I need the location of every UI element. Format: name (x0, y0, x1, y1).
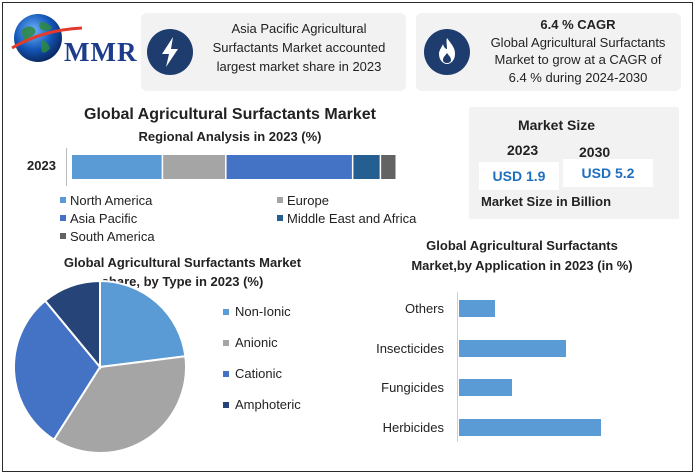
card1-line: largest market share in 2023 (216, 59, 382, 74)
card2-line: 6.4 % during 2024-2030 (508, 69, 648, 85)
bar-label-others: Others (404, 301, 444, 316)
pie-slice-non-ionic (99, 280, 187, 369)
card2-line: Market to grow at a CAGR of (494, 52, 662, 67)
market-size-value-2030: USD 5.2 (563, 159, 653, 187)
bar-others (459, 300, 495, 317)
pie-slice-amphoteric (43, 280, 101, 370)
market-size-year-2023: 2023 (507, 142, 539, 158)
application-title: Global Agricultural Surfactants Market,b… (372, 236, 672, 276)
cagr-title: 6.4 % CAGR (540, 17, 616, 32)
regional-segment-south-america (381, 155, 396, 179)
bar-herbicides (459, 418, 602, 436)
legend-south-america: South America (70, 229, 155, 244)
application-title-line1: Global Agricultural Surfactants (426, 238, 618, 253)
card1-line: Surfactants Market accounted (212, 40, 386, 55)
regional-title: Global Agricultural Surfactants Market (84, 106, 376, 123)
legend-swatch-south-america (60, 233, 66, 239)
legend-non-ionic: Non-Ionic (235, 304, 291, 319)
application-title-line2: Market,by Application in 2023 (in %) (411, 258, 633, 273)
legend-swatch-north-america (60, 197, 66, 203)
regional-stacked-bar (72, 155, 396, 179)
legend-cationic: Cationic (235, 366, 282, 381)
legend-anionic: Anionic (235, 335, 278, 350)
regional-year-label: 2023 (27, 158, 56, 173)
legend-asia-pacific: Asia Pacific (70, 211, 138, 226)
flame-icon (424, 29, 470, 75)
market-size-year-2030: 2030 (579, 144, 611, 160)
bar-label-herbicides: Herbicides (382, 419, 444, 435)
card1-line: Asia Pacific Agricultural (231, 21, 367, 36)
regional-subtitle: Regional Analysis in 2023 (%) (138, 129, 322, 144)
legend-swatch-cationic (223, 371, 229, 377)
legend-swatch-anionic (223, 340, 229, 346)
type-pie-chart (13, 280, 187, 454)
regional-segment-asia-pacific (226, 155, 352, 179)
application-axis-line (457, 292, 458, 442)
pie-slice-cationic (13, 299, 102, 441)
pie-slice-anionic (52, 355, 187, 454)
lightning-icon (147, 29, 193, 75)
regional-segment-north-america (72, 155, 162, 179)
type-share-title: Global Agricultural Surfactants Market s… (40, 253, 325, 291)
market-size-value-2023: USD 1.9 (479, 162, 559, 190)
bar-insecticides (459, 339, 566, 357)
legend-europe: Europe (287, 193, 329, 208)
card2-line: Global Agricultural Surfactants (490, 34, 666, 50)
regional-axis-line (66, 148, 67, 186)
legend-swatch-non-ionic (223, 309, 229, 315)
market-size-title: Market Size (517, 117, 596, 133)
legend-amphoteric: Amphoteric (235, 397, 301, 412)
type-share-title-line1: Global Agricultural Surfactants Market (63, 255, 302, 270)
card2-text: 6.4 % CAGR Global Agricultural Surfactan… (478, 16, 678, 86)
legend-north-america: North America (70, 193, 153, 208)
market-size-footer: Market Size in Billion (481, 194, 612, 209)
card1-text: Asia Pacific Agricultural Surfactants Ma… (199, 19, 399, 76)
legend-swatch-asia-pacific (60, 215, 66, 221)
regional-segment-middle-east-and-africa (353, 155, 380, 179)
legend-swatch-europe (277, 197, 283, 203)
asia-pacific-card: Asia Pacific Agricultural Surfactants Ma… (141, 13, 406, 91)
legend-swatch-amphoteric (223, 402, 229, 408)
bar-fungicides (459, 379, 513, 396)
legend-mea: Middle East and Africa (287, 211, 417, 226)
cagr-card: 6.4 % CAGR Global Agricultural Surfactan… (416, 13, 681, 91)
legend-swatch-mea (277, 215, 283, 221)
globe-icon (11, 14, 83, 62)
infographic-frame (2, 2, 693, 472)
type-share-title-line2: share, by Type in 2023 (%) (101, 274, 264, 289)
logo-text: MMR (64, 37, 138, 67)
bar-label-fungicides: Fungicides (381, 380, 444, 395)
bar-label-insecticides: Insecticides (376, 340, 444, 356)
market-size-card: Market Size 2023 2030 USD 1.9 USD 5.2 Ma… (469, 107, 679, 219)
mmr-logo: MMR (8, 10, 143, 70)
regional-segment-europe (163, 155, 226, 179)
